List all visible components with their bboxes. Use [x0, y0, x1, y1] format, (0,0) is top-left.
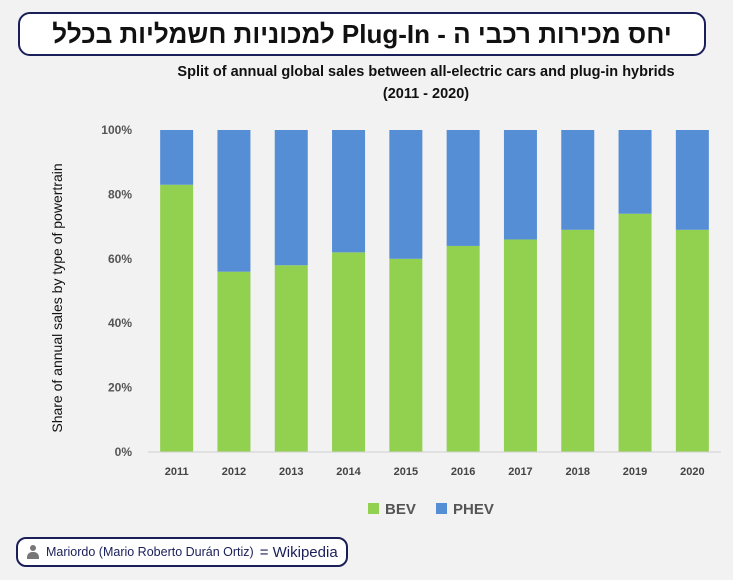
- bar-bev-2011: [160, 184, 194, 453]
- legend-label-phev: PHEV: [453, 501, 494, 518]
- bar-phev-2015: [389, 130, 423, 259]
- bar-phev-2020: [675, 130, 709, 230]
- bar-bev-2014: [332, 252, 366, 452]
- chart-subtitle: (2011 - 2020): [382, 86, 470, 102]
- x-tick-label: 2012: [222, 466, 246, 478]
- legend-swatch-phev: [436, 503, 447, 514]
- x-tick-label: 2019: [623, 466, 647, 478]
- x-tick-label: 2015: [394, 466, 418, 478]
- bar-phev-2016: [446, 130, 480, 246]
- bar-phev-2017: [503, 130, 537, 240]
- bar-bev-2018: [561, 229, 595, 452]
- person-icon: [26, 545, 40, 559]
- x-tick-label: 2017: [508, 466, 532, 478]
- bar-bev-2013: [274, 265, 308, 452]
- bar-bev-2020: [675, 229, 709, 452]
- y-tick-label: 100%: [101, 123, 132, 137]
- x-tick-label: 2016: [451, 466, 475, 478]
- y-tick-label: 80%: [108, 187, 132, 201]
- bar-phev-2014: [332, 130, 366, 253]
- bar-bev-2019: [618, 213, 652, 452]
- bar-bev-2015: [389, 258, 423, 452]
- x-tick-label: 2014: [336, 466, 361, 478]
- x-tick-label: 2011: [165, 466, 189, 478]
- y-tick-label: 0%: [115, 445, 133, 459]
- x-tick-label: 2020: [680, 466, 704, 478]
- y-tick-label: 20%: [108, 381, 132, 395]
- bar-phev-2018: [561, 130, 595, 230]
- hebrew-title: יחס מכירות רכבי ה - Plug-In למכוניות חשמ…: [52, 18, 672, 49]
- y-tick-label: 60%: [108, 252, 132, 266]
- credit-source[interactable]: = Wikipedia: [259, 543, 338, 561]
- x-tick-label: 2018: [566, 466, 590, 478]
- y-tick-label: 40%: [108, 316, 132, 330]
- credit-badge: Mariordo (Mario Roberto Durán Ortiz) = W…: [16, 537, 348, 567]
- legend-label-bev: BEV: [385, 501, 416, 518]
- credit-author: Mariordo (Mario Roberto Durán Ortiz): [46, 545, 254, 559]
- hebrew-title-box: יחס מכירות רכבי ה - Plug-In למכוניות חשמ…: [18, 12, 706, 56]
- x-tick-label: 2013: [279, 466, 303, 478]
- legend-swatch-bev: [368, 503, 379, 514]
- bar-bev-2017: [503, 239, 537, 452]
- chart-title: Split of annual global sales between all…: [177, 64, 675, 80]
- bar-phev-2019: [618, 130, 652, 214]
- bar-phev-2011: [160, 130, 194, 185]
- bar-phev-2013: [274, 130, 308, 266]
- bar-bev-2016: [446, 245, 480, 452]
- bar-phev-2012: [217, 130, 251, 272]
- bar-bev-2012: [217, 271, 251, 452]
- y-axis-label: Share of annual sales by type of powertr…: [49, 163, 65, 432]
